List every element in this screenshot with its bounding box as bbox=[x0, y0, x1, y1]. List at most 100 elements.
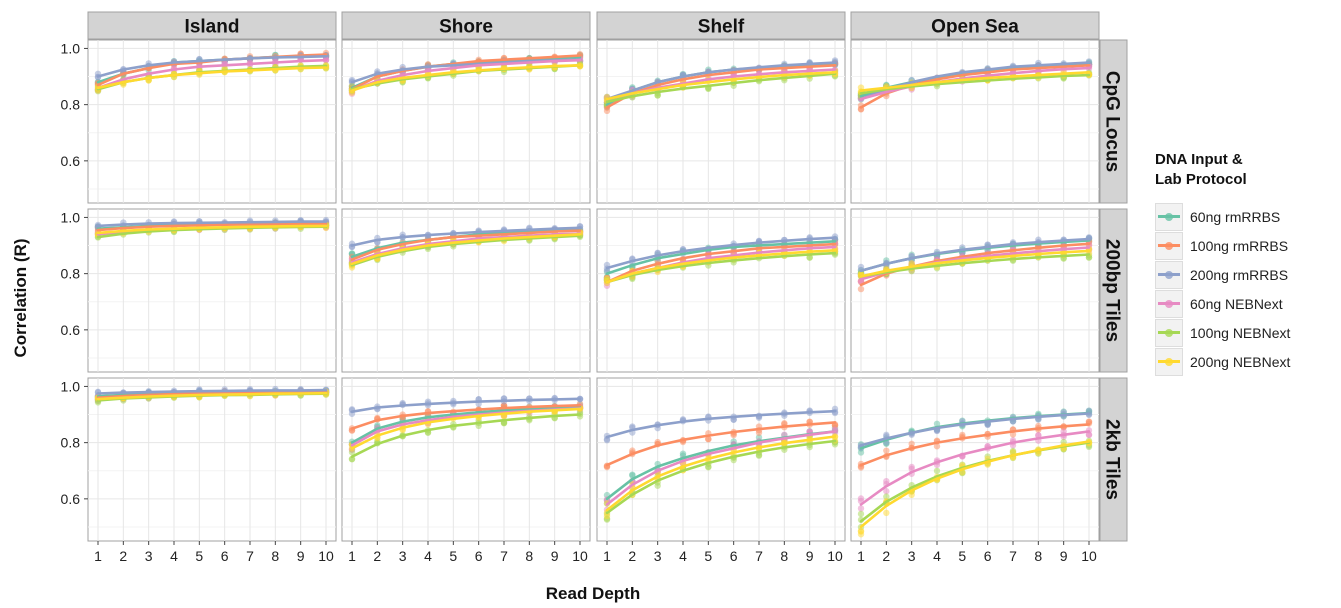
x-tick-label: 2 bbox=[373, 548, 381, 564]
series-line-200ng-nebnext bbox=[859, 249, 1091, 278]
x-tick-label: 7 bbox=[755, 548, 763, 564]
x-tick-label: 6 bbox=[730, 548, 738, 564]
legend-label: 60ng NEBNext bbox=[1190, 295, 1283, 312]
row-strip-cpg-locus bbox=[1099, 39, 1128, 204]
panel-200bp-tiles-shore bbox=[341, 208, 591, 373]
x-tick-label: 5 bbox=[704, 548, 712, 564]
x-tick-label: 5 bbox=[958, 548, 966, 564]
data-point bbox=[755, 429, 763, 436]
panel-2kb-tiles-shelf bbox=[596, 377, 846, 542]
x-tick-label: 8 bbox=[271, 548, 279, 564]
y-axis-title: Correlation (R) bbox=[11, 239, 30, 358]
data-point bbox=[883, 477, 890, 485]
data-point bbox=[603, 512, 611, 520]
data-point bbox=[883, 493, 890, 500]
series-line-60ng-nebnext bbox=[859, 66, 1091, 101]
x-tick-label: 8 bbox=[525, 548, 533, 564]
legend-box: 60ng rmRRBS 100ng rmRRBS 200ng rmRRBS 60… bbox=[1155, 202, 1305, 376]
legend-label: 200ng rmRRBS bbox=[1190, 266, 1289, 283]
data-point bbox=[883, 509, 890, 517]
y-tick-label: 1.0 bbox=[61, 209, 81, 225]
series-line-200ng-nebnext bbox=[96, 224, 328, 235]
x-tick-label: 9 bbox=[1060, 548, 1068, 564]
legend-key bbox=[1155, 347, 1183, 376]
y-tick-label: 0.8 bbox=[61, 435, 81, 451]
x-tick-label: 4 bbox=[170, 548, 178, 564]
col-strip-label-island: Island bbox=[185, 17, 240, 38]
col-strip-shore bbox=[341, 11, 591, 40]
series-line-100ng-nebnext bbox=[350, 413, 582, 459]
series-line-200ng-rmrrbs bbox=[350, 226, 582, 247]
legend-label: 100ng rmRRBS bbox=[1190, 237, 1289, 254]
x-tick-label: 8 bbox=[1034, 548, 1042, 564]
row-strip-label-2kb-tiles: 2kb Tiles bbox=[1102, 419, 1123, 500]
panel-200bp-tiles-island bbox=[87, 208, 337, 373]
x-tick-label: 1 bbox=[94, 548, 102, 564]
series-line-100ng-rmrrbs bbox=[350, 54, 582, 91]
legend-item: 60ng NEBNext bbox=[1155, 289, 1305, 318]
x-tick-label: 4 bbox=[679, 548, 687, 564]
series-line-100ng-nebnext bbox=[605, 439, 837, 515]
row-strip-2kb-tiles bbox=[1099, 377, 1128, 542]
series-line-60ng-nebnext bbox=[96, 58, 328, 90]
series-line-200ng-nebnext bbox=[96, 391, 328, 401]
x-tick-label: 5 bbox=[449, 548, 457, 564]
panel-background bbox=[850, 377, 1100, 542]
y-tick-label: 0.6 bbox=[61, 153, 81, 169]
legend-item: 200ng NEBNext bbox=[1155, 347, 1305, 376]
data-point bbox=[933, 467, 941, 475]
legend-key bbox=[1155, 231, 1183, 260]
legend-item: 100ng NEBNext bbox=[1155, 318, 1305, 347]
series-line-100ng-nebnext bbox=[605, 251, 837, 284]
y-tick-label: 1.0 bbox=[61, 40, 81, 56]
series-line-200ng-rmrrbs bbox=[605, 61, 837, 101]
col-strip-label-shelf: Shelf bbox=[698, 17, 745, 38]
series-line-60ng-rmrrbs bbox=[605, 240, 837, 275]
data-point bbox=[348, 455, 356, 463]
data-point bbox=[908, 491, 915, 499]
y-tick-label: 0.8 bbox=[61, 97, 81, 113]
series-line-200ng-rmrrbs bbox=[96, 220, 328, 228]
panel-2kb-tiles-open-sea bbox=[850, 377, 1100, 542]
data-point bbox=[857, 505, 865, 512]
series-line-200ng-rmrrbs bbox=[605, 236, 837, 270]
data-point bbox=[654, 92, 661, 99]
series-line-200ng-nebnext bbox=[350, 64, 582, 92]
series-line-200ng-nebnext bbox=[605, 249, 837, 284]
panel-background bbox=[87, 377, 337, 542]
series-line-200ng-nebnext bbox=[859, 440, 1091, 529]
x-tick-label: 6 bbox=[221, 548, 229, 564]
row-strip-label-cpg-locus: CpG Locus bbox=[1102, 71, 1123, 172]
series-line-200ng-nebnext bbox=[605, 435, 837, 512]
data-point bbox=[1085, 418, 1093, 425]
data-point bbox=[1085, 431, 1093, 439]
series-line-100ng-rmrrbs bbox=[605, 421, 837, 467]
legend: DNA Input & Lab Protocol 60ng rmRRBS 100… bbox=[1155, 150, 1335, 376]
x-tick-label: 6 bbox=[475, 548, 483, 564]
x-tick-label: 7 bbox=[1009, 548, 1017, 564]
data-point bbox=[705, 435, 712, 443]
panel-2kb-tiles-island bbox=[87, 377, 337, 542]
legend-label: 200ng NEBNext bbox=[1190, 353, 1291, 370]
series-line-60ng-nebnext bbox=[350, 232, 582, 264]
series-line-100ng-rmrrbs bbox=[859, 423, 1091, 467]
series-line-200ng-rmrrbs bbox=[96, 388, 328, 395]
series-line-100ng-rmrrbs bbox=[350, 403, 582, 430]
x-tick-label: 6 bbox=[984, 548, 992, 564]
legend-key bbox=[1155, 318, 1183, 347]
col-strip-shelf bbox=[596, 11, 846, 40]
x-tick-label: 7 bbox=[246, 548, 254, 564]
data-point bbox=[959, 431, 966, 439]
legend-key bbox=[1155, 289, 1183, 318]
x-tick-label: 1 bbox=[348, 548, 356, 564]
legend-key bbox=[1155, 202, 1183, 231]
series-line-200ng-nebnext bbox=[605, 71, 837, 101]
panel-background bbox=[87, 208, 337, 373]
series-line-100ng-rmrrbs bbox=[605, 64, 837, 109]
series-line-60ng-nebnext bbox=[859, 430, 1091, 506]
data-point bbox=[603, 436, 611, 444]
panel-background bbox=[850, 208, 1100, 373]
series-line-100ng-rmrrbs bbox=[96, 390, 328, 400]
x-tick-label: 4 bbox=[933, 548, 941, 564]
